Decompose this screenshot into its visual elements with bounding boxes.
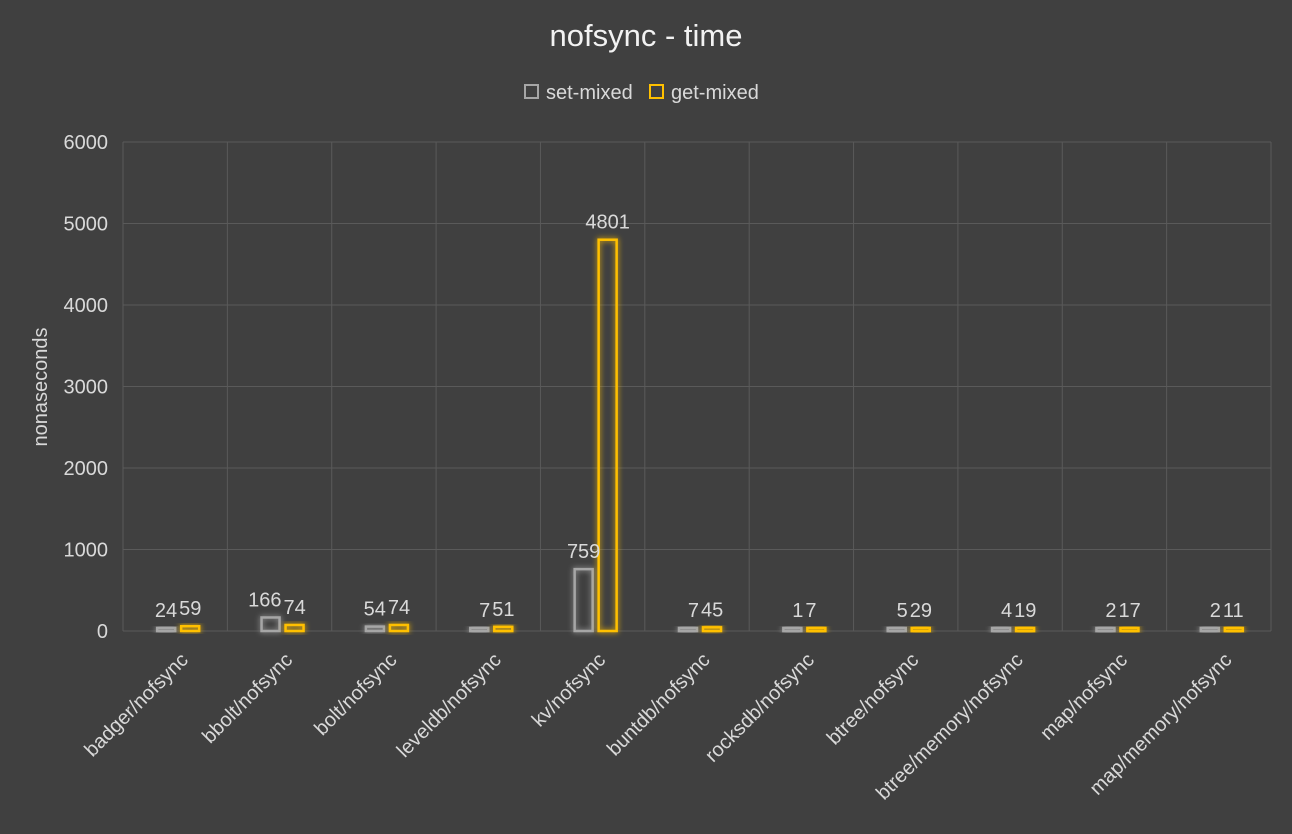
data-label-set-mixed: 5 [897,600,908,622]
data-label-get-mixed: 19 [1014,600,1036,622]
bar-get-mixed [1223,626,1245,633]
y-tick-label: 5000 [64,214,109,236]
legend-swatch-set-mixed [524,84,539,99]
x-tick-label: bolt/nofsync [310,649,401,740]
x-tick-label: rocksdb/nofsync [701,649,819,767]
data-label-get-mixed: 59 [179,598,201,620]
data-label-get-mixed: 74 [284,597,306,619]
data-label-set-mixed: 1 [792,600,803,622]
data-label-set-mixed: 4 [1001,600,1012,622]
y-tick-label: 6000 [64,132,109,154]
bar-set-mixed [1095,626,1116,633]
data-label-set-mixed: 24 [155,600,177,622]
legend-label-get-mixed: get-mixed [671,82,759,104]
y-tick-label: 3000 [64,377,109,399]
data-label-set-mixed: 7 [479,600,490,622]
y-axis-ticks: 0 1000 2000 3000 4000 5000 6000 [64,132,109,643]
bar-set-mixed [260,616,281,633]
data-label-set-mixed: 2 [1210,600,1221,622]
data-label-get-mixed: 51 [492,599,514,621]
bar-get-mixed [701,626,723,633]
bar-get-mixed [806,626,827,633]
data-label-get-mixed: 17 [1118,600,1140,622]
bar-set-mixed [677,626,699,633]
chart-title: nofsync - time [550,18,743,53]
legend-swatch-get-mixed [649,84,664,99]
x-tick-label: map/nofsync [1036,649,1132,745]
bar-set-mixed [364,625,386,633]
x-axis-categories: badger/nofsync bbolt/nofsync bolt/nofsyncl… [80,649,1236,804]
data-label-set-mixed: 2 [1105,600,1116,622]
data-label-get-mixed: 29 [910,600,932,622]
bar-set-mixed [1199,626,1221,633]
data-label-get-mixed: 45 [701,599,723,621]
bar-get-mixed [910,626,931,633]
y-axis-title: nonaseconds [30,328,52,447]
data-label-set-mixed: 7 [688,600,699,622]
bars [155,238,1245,633]
x-tick-label: badger/nofsync [80,649,192,761]
bar-get-mixed [493,625,514,633]
x-tick-label: buntdb/nofsync [603,649,714,760]
x-tick-label: kv/nofsync [528,649,610,731]
y-tick-label: 0 [97,621,108,643]
legend-label-set-mixed: set-mixed [546,82,633,104]
bar-set-mixed [469,626,490,633]
data-label-set-mixed: 54 [364,599,386,621]
y-tick-label: 1000 [64,540,109,562]
x-tick-label: btree/nofsync [823,649,923,749]
bar-set-mixed [782,626,803,633]
y-tick-label: 2000 [64,458,109,480]
data-label-set-mixed: 166 [248,589,281,611]
bar-set-mixed [573,567,594,633]
bar-get-mixed [388,623,410,633]
x-tick-label: leveldb/nofsync [393,649,506,762]
bar-set-mixed [886,626,907,633]
bar-set-mixed [990,626,1012,633]
grid [122,141,1272,632]
bar-get-mixed [1119,626,1140,633]
data-label-get-mixed: 7 [805,600,816,622]
bar-get-mixed [179,624,201,633]
x-tick-label: bbolt/nofsync [198,649,297,748]
legend: set-mixed get-mixed [524,82,759,104]
data-label-set-mixed: 759 [567,541,600,563]
bar-set-mixed [155,626,177,633]
bar-get-mixed [1014,626,1036,633]
data-label-get-mixed: 4801 [585,212,630,234]
bar-get-mixed [597,238,618,633]
y-tick-label: 4000 [64,295,109,317]
data-label-get-mixed: 11 [1223,600,1244,622]
bar-get-mixed [284,623,305,633]
data-label-get-mixed: 74 [388,597,410,619]
